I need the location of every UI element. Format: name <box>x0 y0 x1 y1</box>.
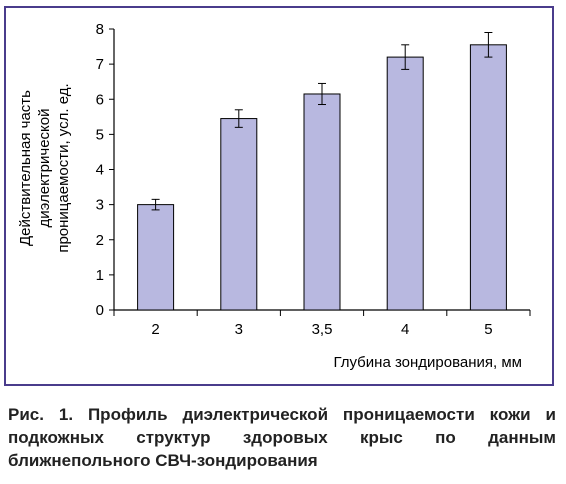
y-tick-label: 4 <box>96 162 104 179</box>
y-tick-label: 5 <box>96 126 104 143</box>
x-tick-label: 4 <box>401 321 409 338</box>
y-tick-label: 7 <box>96 56 104 73</box>
bar <box>303 93 341 311</box>
bar <box>220 118 258 311</box>
bar-chart: 0 1 2 3 4 5 6 7 8 2 3 3,5 4 5 Глубина зондирования, мм… <box>17 21 531 371</box>
y-axis-title-line: проницаемости, усл. ед. <box>55 83 72 252</box>
y-tick-label: 1 <box>96 267 104 284</box>
y-axis-title-line: диэлектрической <box>36 109 53 228</box>
bar <box>386 56 424 311</box>
y-tick-label: 0 <box>96 302 104 319</box>
bar <box>469 44 507 311</box>
x-axis-title: Глубина зондирования, мм <box>333 354 522 371</box>
y-tick-label: 6 <box>96 91 104 108</box>
x-tick-label: 3 <box>235 321 243 338</box>
y-tick-label: 2 <box>96 232 104 249</box>
bar <box>137 204 175 311</box>
x-tick-label: 3,5 <box>312 321 333 338</box>
figure-caption: Рис. 1. Профиль диэлектрической проницае… <box>8 405 556 470</box>
y-tick-label: 8 <box>96 21 104 38</box>
x-tick-label: 2 <box>151 321 159 338</box>
x-tick-label: 5 <box>484 321 492 338</box>
y-tick-label: 3 <box>96 197 104 214</box>
chart-frame <box>4 6 554 386</box>
y-axis-title-line: Действительная часть <box>17 90 34 246</box>
